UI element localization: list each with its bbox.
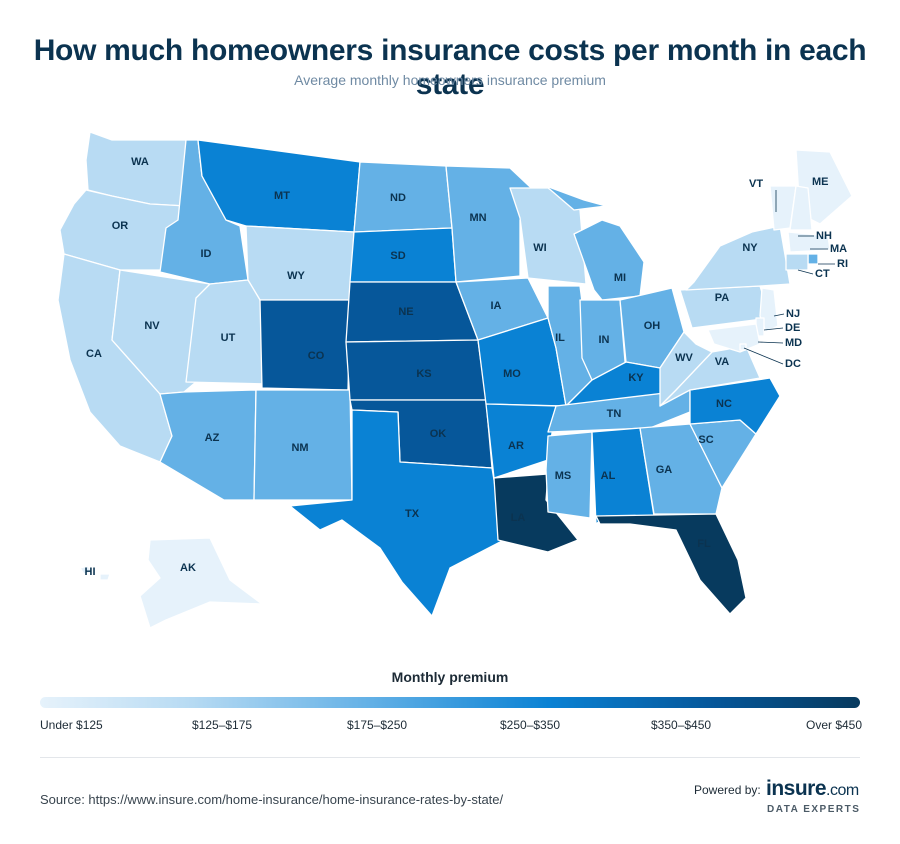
state-label-la: LA <box>511 512 526 524</box>
leader-line-md <box>757 341 784 344</box>
state-label-md: MD <box>785 337 802 349</box>
state-label-vt: VT <box>749 178 763 190</box>
state-label-mn: MN <box>469 212 486 224</box>
powered-by-label: Powered by: <box>694 783 761 797</box>
source-note: Source: https://www.insure.com/home-insu… <box>40 792 504 807</box>
state-label-ok: OK <box>430 428 447 440</box>
state-label-ar: AR <box>508 440 524 452</box>
state-ct <box>785 253 809 271</box>
state-label-ri: RI <box>837 258 848 270</box>
state-label-wa: WA <box>131 156 149 168</box>
state-label-hi: HI <box>85 566 96 578</box>
state-label-tn: TN <box>607 408 622 420</box>
brand-tagline: DATA EXPERTS <box>767 804 861 815</box>
state-ga <box>639 423 723 515</box>
brand-name: insure <box>766 777 827 800</box>
brand-suffix: .com <box>826 782 859 799</box>
state-label-wi: WI <box>533 242 546 254</box>
legend-label-175-250: $175–$250 <box>347 718 408 732</box>
legend-labels: Under $125 $125–$175 $175–$250 $250–$350… <box>40 718 863 734</box>
legend-label-350-450: $350–$450 <box>651 718 712 732</box>
leader-line-nj <box>773 313 785 317</box>
state-ri <box>807 253 819 265</box>
state-nc <box>689 377 781 435</box>
state-label-nj: NJ <box>786 308 800 320</box>
state-label-sc: SC <box>698 434 713 446</box>
state-label-de: DE <box>785 322 800 334</box>
state-ms <box>545 431 593 519</box>
legend-label-under-125: Under $125 <box>40 718 103 732</box>
state-co <box>259 299 351 391</box>
leader-line-ct <box>797 269 814 275</box>
state-label-wy: WY <box>287 270 305 282</box>
state-dc <box>739 343 747 351</box>
state-label-oh: OH <box>644 320 661 332</box>
legend-label-250-350: $250–$350 <box>500 718 561 732</box>
state-label-nh: NH <box>816 230 832 242</box>
state-fl <box>595 513 747 615</box>
state-label-al: AL <box>601 470 616 482</box>
brand-logo: insure.com <box>766 777 859 801</box>
state-label-mt: MT <box>274 190 290 202</box>
state-label-ks: KS <box>416 368 431 380</box>
state-shapes <box>57 131 853 629</box>
state-label-ms: MS <box>555 470 572 482</box>
state-label-fl: FL <box>697 538 711 550</box>
legend-title: Monthly premium <box>391 669 509 685</box>
state-label-nd: ND <box>390 192 406 204</box>
state-label-mo: MO <box>503 368 521 380</box>
state-label-ga: GA <box>656 464 673 476</box>
state-mi <box>545 185 645 301</box>
state-ma <box>787 231 831 253</box>
state-label-nc: NC <box>716 398 732 410</box>
state-label-wv: WV <box>675 352 693 364</box>
state-nh <box>789 185 813 231</box>
state-label-az: AZ <box>205 432 220 444</box>
chart-subtitle: Average monthly homeowners insurance pre… <box>294 72 606 88</box>
state-label-ky: KY <box>628 372 644 384</box>
state-wv <box>659 331 713 407</box>
state-label-mi: MI <box>614 272 626 284</box>
state-label-ma: MA <box>830 243 847 255</box>
leader-line-de <box>763 327 784 331</box>
chart-title: How much homeowners insurance costs per … <box>33 34 867 101</box>
state-label-in: IN <box>599 334 610 346</box>
legend-label-over-450: Over $450 <box>806 718 863 732</box>
state-label-me: ME <box>812 176 829 188</box>
state-label-id: ID <box>201 248 212 260</box>
state-label-ct: CT <box>815 268 830 280</box>
state-label-il: IL <box>555 332 565 344</box>
footer-divider <box>40 757 860 758</box>
state-label-nv: NV <box>144 320 160 332</box>
state-label-ny: NY <box>742 242 758 254</box>
state-label-nm: NM <box>291 442 308 454</box>
state-label-ak: AK <box>180 562 196 574</box>
state-az <box>159 389 257 501</box>
state-hi <box>79 565 111 581</box>
state-label-or: OR <box>112 220 129 232</box>
state-label-co: CO <box>308 350 325 362</box>
legend-label-125-175: $125–$175 <box>192 718 253 732</box>
state-label-sd: SD <box>390 250 405 262</box>
state-label-ut: UT <box>221 332 236 344</box>
state-label-ia: IA <box>491 300 502 312</box>
state-ny <box>685 225 791 291</box>
state-ak <box>139 537 263 629</box>
state-label-ne: NE <box>398 306 413 318</box>
us-choropleth-map: WA OR CA NV ID MT WY UT AZ CO NM ND SD NE KS OK TX MN IA MO… <box>57 131 853 629</box>
state-label-pa: PA <box>715 292 730 304</box>
state-labels: WA OR CA NV ID MT WY UT AZ CO NM ND SD NE KS OK TX MN IA MO… <box>85 156 849 578</box>
state-wy <box>245 225 355 301</box>
state-label-dc: DC <box>785 358 801 370</box>
state-label-tx: TX <box>405 508 420 520</box>
legend-color-bar <box>40 697 860 708</box>
leader-line-dc <box>743 347 784 365</box>
state-label-va: VA <box>715 356 730 368</box>
state-label-ca: CA <box>86 348 102 360</box>
state-md <box>707 323 761 353</box>
state-tx <box>289 409 505 617</box>
